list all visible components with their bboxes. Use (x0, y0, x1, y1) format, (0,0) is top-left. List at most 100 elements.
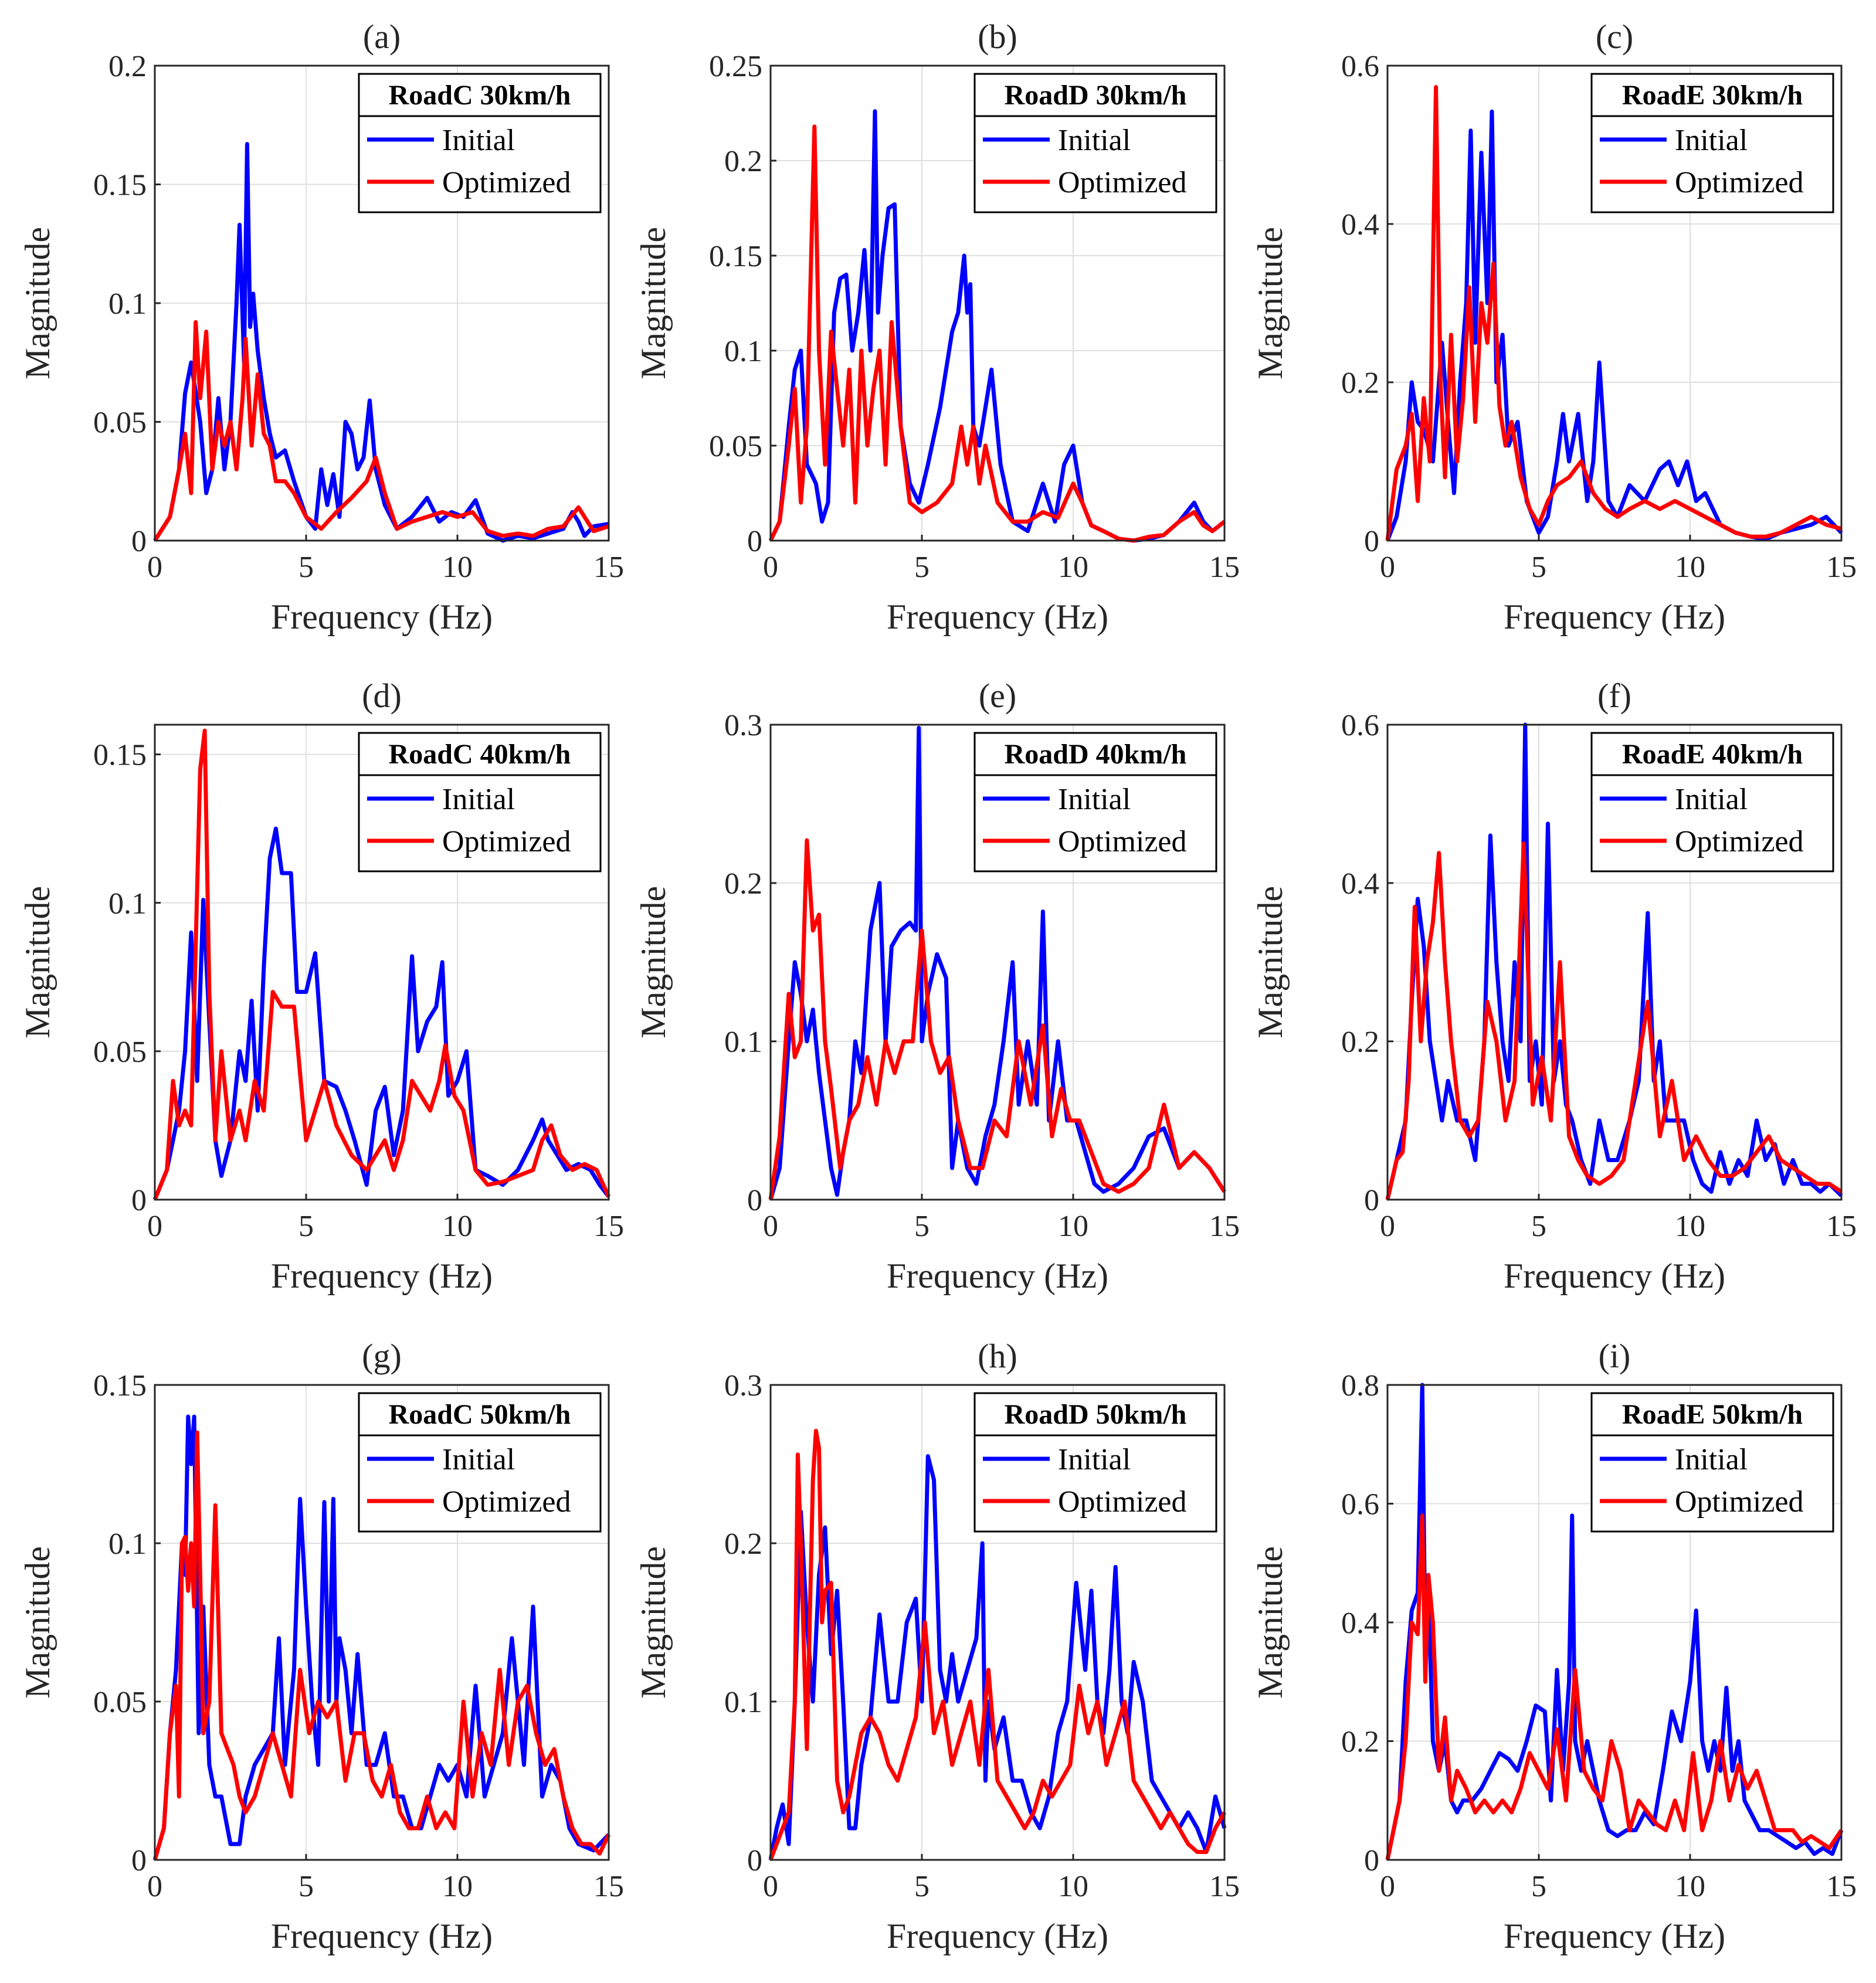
axes-box (769, 724, 1226, 1201)
subplot-b: 0 5 10 15 0 0.05 0.1 0.15 0.2 0.25 (b) Frequency (H… (634, 18, 1240, 636)
legend: RoadE 50km/h Initial Optimized (1590, 1392, 1834, 1533)
legend: RoadE 40km/h Initial Optimized (1590, 732, 1834, 872)
y-axis-label: Magnitude (18, 227, 57, 379)
x-tick-label: 15 (1826, 551, 1857, 584)
legend-label-optimized: Optimized (1058, 825, 1187, 858)
x-axis-label: Frequency (Hz) (271, 1917, 493, 1955)
x-tick-label: 10 (442, 551, 473, 584)
y-axis-label: Magnitude (634, 886, 673, 1038)
legend-label-initial: Initial (442, 1443, 515, 1476)
legend-box (1590, 1392, 1834, 1533)
x-tick-label: 10 (1675, 1870, 1705, 1903)
legend-label-optimized: Optimized (442, 166, 571, 199)
legend-label-initial: Initial (1058, 124, 1131, 157)
series-line-optimized (1385, 841, 1843, 1200)
series-line-optimized (153, 320, 610, 542)
y-tick-label: 0.05 (93, 406, 147, 440)
y-axis-label: Magnitude (18, 886, 57, 1038)
series-line-optimized (768, 838, 1226, 1200)
legend: RoadC 30km/h Initial Optimized (358, 73, 602, 213)
x-tick-label: 5 (1531, 551, 1546, 584)
axes-box (1386, 724, 1843, 1201)
y-tick-label: 0.2 (1341, 366, 1379, 400)
legend: RoadE 30km/h Initial Optimized (1590, 73, 1834, 213)
y-axis-label: Magnitude (634, 1546, 673, 1699)
y-tick-label: 0.3 (724, 709, 762, 742)
panel-title: (e) (979, 677, 1016, 715)
panel-title: (d) (362, 677, 402, 715)
subplot-f: 0 5 10 15 0 0.2 0.4 0.6 (f) Frequency (Hz) Magnitu… (1251, 677, 1857, 1295)
x-tick-label: 0 (1380, 1210, 1395, 1243)
subplot-i: 0 5 10 15 0 0.2 0.4 0.6 0.8 (i) Frequency (Hz) Magn… (1251, 1337, 1857, 1955)
legend-title: RoadD 30km/h (1005, 80, 1187, 111)
x-axis-label: Frequency (Hz) (887, 1257, 1108, 1295)
y-axis-label: Magnitude (18, 1546, 57, 1699)
x-tick-label: 15 (593, 1870, 624, 1903)
x-tick-label: 15 (1209, 1210, 1240, 1243)
axes-box (154, 1384, 610, 1861)
x-axis-label: Frequency (Hz) (887, 597, 1108, 636)
panel-title: (f) (1597, 677, 1631, 715)
x-tick-label: 5 (1531, 1210, 1546, 1243)
series-line-optimized (152, 1430, 611, 1860)
y-tick-label: 0 (747, 1844, 762, 1877)
x-tick-label: 10 (1675, 1210, 1705, 1243)
legend-box (973, 732, 1217, 872)
panel-title: (c) (1596, 18, 1633, 56)
legend-box (1590, 732, 1834, 872)
x-tick-label: 15 (1826, 1210, 1857, 1243)
x-tick-label: 0 (147, 551, 162, 584)
legend-title: RoadC 40km/h (389, 739, 571, 770)
y-tick-label: 0.2 (108, 50, 147, 83)
series-line-optimized (768, 1428, 1227, 1861)
legend-title: RoadC 50km/h (389, 1399, 571, 1430)
legend-label-optimized: Optimized (442, 825, 571, 858)
x-tick-label: 10 (1058, 551, 1088, 584)
legend: RoadD 40km/h Initial Optimized (973, 732, 1217, 872)
y-tick-label: 0.1 (724, 335, 762, 368)
series-line-initial (768, 725, 1226, 1200)
y-tick-label: 0.1 (108, 887, 147, 921)
legend-label-optimized: Optimized (1058, 166, 1187, 199)
x-axis-label: Frequency (Hz) (271, 1257, 493, 1295)
x-axis-label: Frequency (Hz) (1504, 1257, 1725, 1295)
y-tick-label: 0.2 (724, 145, 762, 178)
x-tick-label: 0 (763, 1210, 778, 1243)
legend-title: RoadC 30km/h (389, 80, 571, 111)
subplot-h: 0 5 10 15 0 0.1 0.2 0.3 (h) Frequency (Hz) Magnitu… (634, 1337, 1240, 1955)
y-tick-label: 0.2 (1341, 1026, 1379, 1059)
x-tick-label: 10 (1675, 551, 1705, 584)
y-tick-label: 0 (1364, 1844, 1379, 1877)
panel-title: (b) (978, 18, 1017, 56)
y-tick-label: 0 (1364, 1184, 1379, 1217)
x-tick-label: 15 (1209, 551, 1240, 584)
x-tick-label: 15 (593, 551, 624, 584)
y-axis-label: Magnitude (1251, 227, 1290, 379)
y-tick-label: 0.1 (108, 1527, 147, 1561)
series-line-optimized (152, 728, 611, 1201)
legend-label-initial: Initial (442, 783, 515, 816)
y-tick-label: 0.6 (1341, 1488, 1379, 1522)
subplot-e: 0 5 10 15 0 0.1 0.2 0.3 (e) Frequency (Hz) Magnitu… (634, 677, 1240, 1295)
legend-label-initial: Initial (1675, 783, 1748, 816)
legend-label-initial: Initial (442, 124, 515, 157)
x-tick-label: 0 (763, 551, 778, 584)
legend-label-initial: Initial (1675, 124, 1748, 157)
y-tick-label: 0.8 (1341, 1369, 1379, 1403)
y-tick-label: 0.15 (93, 739, 147, 772)
y-tick-label: 0 (131, 525, 147, 558)
legend-label-optimized: Optimized (1058, 1485, 1187, 1519)
legend-box (1590, 73, 1834, 213)
y-tick-label: 0 (131, 1844, 147, 1877)
x-tick-label: 5 (1531, 1870, 1546, 1903)
y-tick-label: 0.2 (724, 867, 762, 901)
x-tick-label: 5 (298, 1870, 314, 1903)
panel-title: (i) (1599, 1337, 1631, 1375)
y-tick-label: 0.1 (724, 1026, 762, 1059)
y-tick-label: 0.6 (1341, 50, 1379, 83)
axes-box (769, 1384, 1226, 1861)
y-tick-label: 0.15 (93, 1369, 147, 1403)
panel-title: (g) (362, 1337, 402, 1375)
panel-title: (h) (978, 1337, 1017, 1375)
